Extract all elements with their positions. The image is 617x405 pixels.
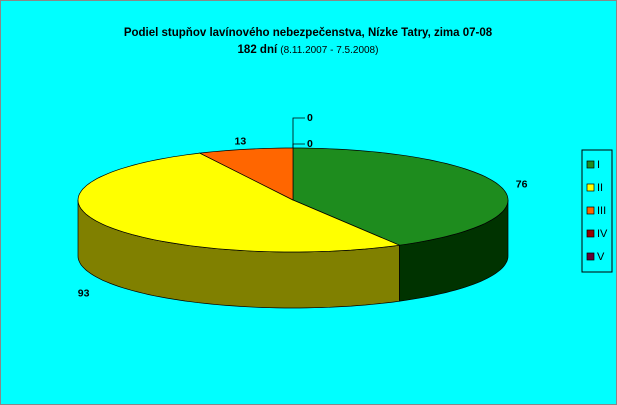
chart-title: Podiel stupňov lavínového nebezpečenstva… — [124, 27, 493, 39]
legend-label: II — [597, 182, 603, 194]
legend-swatch — [586, 183, 595, 192]
legend-swatch — [586, 206, 595, 215]
legend-label: III — [597, 205, 606, 217]
data-label: 13 — [235, 135, 247, 147]
legend-swatch — [586, 160, 595, 169]
subtitle-bold: 182 dní — [238, 44, 278, 56]
legend-label: V — [597, 251, 605, 263]
legend-label: IV — [597, 228, 608, 240]
legend-swatch — [586, 229, 595, 238]
leader-line — [292, 143, 305, 148]
subtitle: (8.11.2007 - 7.5.2008) — [280, 45, 378, 56]
pie-slice — [77, 152, 401, 253]
data-label: 76 — [516, 178, 528, 190]
data-label: 93 — [78, 288, 90, 300]
legend-label: I — [597, 159, 600, 171]
chart-subtitle: 182 dní (8.11.2007 - 7.5.2008) — [238, 44, 379, 56]
data-label: 0 — [307, 138, 313, 150]
legend-swatch — [586, 252, 595, 261]
pie-slice — [292, 147, 509, 246]
pie-slice — [198, 147, 294, 201]
leader-line — [292, 117, 305, 148]
data-label: 0 — [307, 112, 313, 124]
